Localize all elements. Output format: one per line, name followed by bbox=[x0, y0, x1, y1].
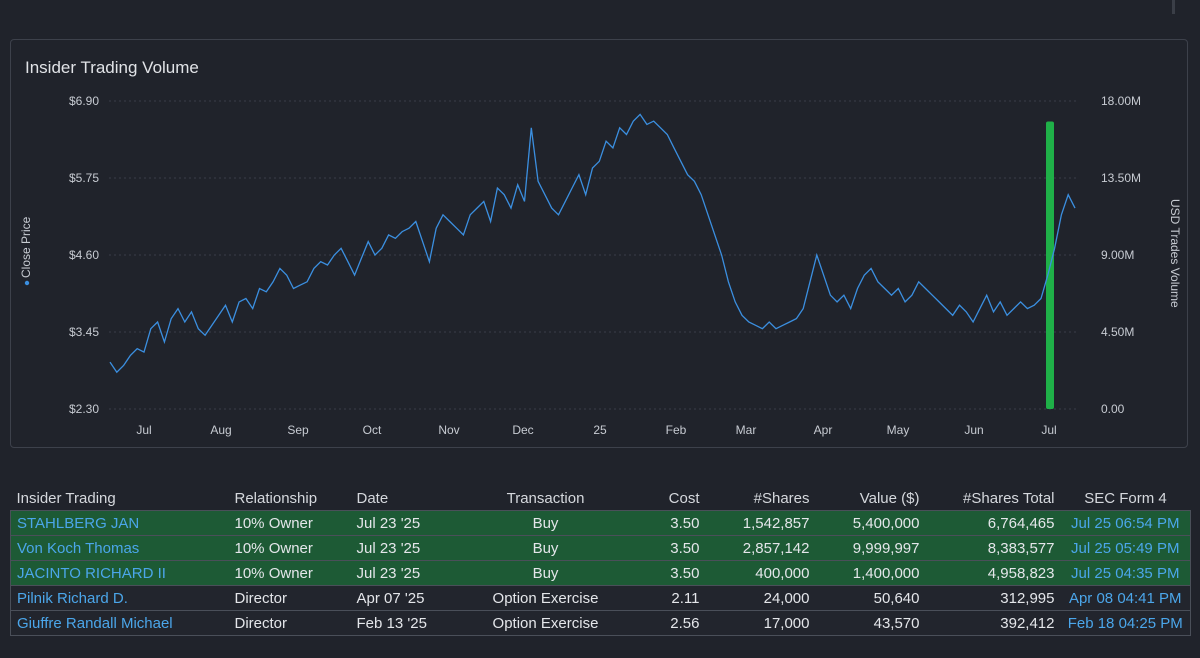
insider-name-link[interactable]: Giuffre Randall Michael bbox=[10, 610, 229, 636]
right-axis-title: USD Trades Volume bbox=[1168, 199, 1182, 308]
date-cell: Jul 23 '25 bbox=[350, 560, 461, 586]
date-cell: Jul 23 '25 bbox=[350, 510, 461, 536]
cost-cell: 3.50 bbox=[630, 560, 706, 586]
shares-total-cell: 392,412 bbox=[925, 610, 1061, 636]
right-tick-label: 4.50M bbox=[1101, 325, 1134, 339]
col-header-insider[interactable]: Insider Trading bbox=[16, 489, 116, 507]
right-tick-label: 9.00M bbox=[1101, 248, 1134, 262]
left-tick-label: $4.60 bbox=[69, 248, 99, 262]
insider-name-link[interactable]: JACINTO RICHARD II bbox=[10, 560, 229, 586]
shares-cell: 1,542,857 bbox=[705, 510, 816, 536]
shares-cell: 17,000 bbox=[705, 610, 816, 636]
x-tick-label: Jul bbox=[136, 423, 151, 437]
close-price-legend-dot bbox=[24, 280, 30, 286]
value-cell: 9,999,997 bbox=[815, 535, 926, 561]
shares-cell: 400,000 bbox=[705, 560, 816, 586]
date-cell: Apr 07 '25 bbox=[350, 585, 461, 611]
cost-cell: 2.11 bbox=[630, 585, 706, 611]
x-tick-label: Nov bbox=[438, 423, 459, 437]
date-cell: Feb 13 '25 bbox=[350, 610, 461, 636]
page-scrollbar[interactable] bbox=[1172, 0, 1175, 14]
insider-name-link[interactable]: Von Koch Thomas bbox=[10, 535, 229, 561]
table-row[interactable]: Von Koch Thomas 10% Owner Jul 23 '25 Buy… bbox=[10, 535, 1191, 561]
col-header-cost[interactable]: Cost bbox=[668, 489, 700, 507]
relationship-cell: 10% Owner bbox=[228, 510, 351, 536]
transaction-cell: Buy bbox=[460, 560, 631, 586]
sec-form-link[interactable]: Apr 08 04:41 PM bbox=[1060, 585, 1191, 611]
right-tick-label: 13.50M bbox=[1101, 171, 1141, 185]
table-row[interactable]: Giuffre Randall Michael Director Feb 13 … bbox=[10, 610, 1191, 636]
chart-title: Insider Trading Volume bbox=[25, 58, 199, 77]
relationship-cell: 10% Owner bbox=[228, 560, 351, 586]
x-tick-label: Jul bbox=[1041, 423, 1056, 437]
transaction-cell: Buy bbox=[460, 510, 631, 536]
right-tick-label: 18.00M bbox=[1101, 94, 1141, 108]
x-tick-label: Apr bbox=[814, 423, 833, 437]
insider-volume-chart: $6.90 18.00M $5.75 13.50M $4.60 9.00M $3.45 4.5… bbox=[19, 94, 1182, 437]
transaction-cell: Option Exercise bbox=[460, 585, 631, 611]
relationship-cell: Director bbox=[228, 585, 351, 611]
close-price-line bbox=[109, 113, 1076, 374]
shares-cell: 24,000 bbox=[705, 585, 816, 611]
col-header-transaction[interactable]: Transaction bbox=[506, 489, 585, 507]
left-tick-label: $6.90 bbox=[69, 94, 99, 108]
left-tick-label: $2.30 bbox=[69, 402, 99, 416]
insider-name-link[interactable]: STAHLBERG JAN bbox=[10, 510, 229, 536]
x-tick-label: Oct bbox=[363, 423, 382, 437]
value-cell: 50,640 bbox=[815, 585, 926, 611]
left-tick-label: $5.75 bbox=[69, 171, 99, 185]
table-row[interactable]: JACINTO RICHARD II 10% Owner Jul 23 '25 … bbox=[10, 560, 1191, 586]
table-row[interactable]: STAHLBERG JAN 10% Owner Jul 23 '25 Buy 3… bbox=[10, 510, 1191, 536]
cost-cell: 2.56 bbox=[630, 610, 706, 636]
shares-total-cell: 312,995 bbox=[925, 585, 1061, 611]
sec-form-link[interactable]: Jul 25 06:54 PM bbox=[1060, 510, 1191, 536]
x-tick-label: 25 bbox=[593, 423, 607, 437]
col-header-value[interactable]: Value ($) bbox=[859, 489, 920, 507]
col-header-shares-total[interactable]: #Shares Total bbox=[963, 489, 1055, 507]
sec-form-link[interactable]: Feb 18 04:25 PM bbox=[1060, 610, 1191, 636]
x-tick-label: May bbox=[887, 423, 910, 437]
col-header-shares[interactable]: #Shares bbox=[753, 489, 810, 507]
insider-volume-chart-panel: $6.90 18.00M $5.75 13.50M $4.60 9.00M $3.45 4.5… bbox=[10, 39, 1188, 448]
x-tick-label: Dec bbox=[512, 423, 533, 437]
table-header-row: Insider Trading Relationship Date Transa… bbox=[11, 486, 1191, 511]
x-tick-label: Mar bbox=[736, 423, 757, 437]
sec-form-link[interactable]: Jul 25 05:49 PM bbox=[1060, 535, 1191, 561]
col-header-relationship[interactable]: Relationship bbox=[234, 489, 318, 507]
value-cell: 5,400,000 bbox=[815, 510, 926, 536]
relationship-cell: Director bbox=[228, 610, 351, 636]
shares-total-cell: 4,958,823 bbox=[925, 560, 1061, 586]
x-tick-label: Jun bbox=[964, 423, 983, 437]
cost-cell: 3.50 bbox=[630, 535, 706, 561]
left-axis-title: Close Price bbox=[19, 216, 33, 278]
relationship-cell: 10% Owner bbox=[228, 535, 351, 561]
right-tick-label: 0.00 bbox=[1101, 402, 1125, 416]
col-header-sec-form[interactable]: SEC Form 4 bbox=[1084, 489, 1167, 507]
table-row[interactable]: Pilnik Richard D. Director Apr 07 '25 Op… bbox=[10, 585, 1191, 611]
insider-trades-table: Insider Trading Relationship Date Transa… bbox=[10, 486, 1191, 636]
x-tick-label: Feb bbox=[666, 423, 687, 437]
x-tick-label: Sep bbox=[287, 423, 309, 437]
cost-cell: 3.50 bbox=[630, 510, 706, 536]
insider-name-link[interactable]: Pilnik Richard D. bbox=[10, 585, 229, 611]
x-tick-label: Aug bbox=[210, 423, 231, 437]
shares-cell: 2,857,142 bbox=[705, 535, 816, 561]
shares-total-cell: 8,383,577 bbox=[925, 535, 1061, 561]
transaction-cell: Buy bbox=[460, 535, 631, 561]
shares-total-cell: 6,764,465 bbox=[925, 510, 1061, 536]
sec-form-link[interactable]: Jul 25 04:35 PM bbox=[1060, 560, 1191, 586]
value-cell: 1,400,000 bbox=[815, 560, 926, 586]
col-header-date[interactable]: Date bbox=[356, 489, 389, 507]
left-tick-label: $3.45 bbox=[69, 325, 99, 339]
value-cell: 43,570 bbox=[815, 610, 926, 636]
transaction-cell: Option Exercise bbox=[460, 610, 631, 636]
date-cell: Jul 23 '25 bbox=[350, 535, 461, 561]
